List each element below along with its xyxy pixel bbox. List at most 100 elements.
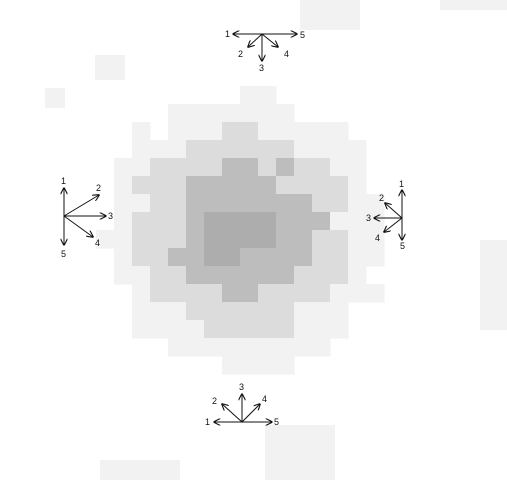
blob-pixel — [240, 266, 259, 285]
blob-pixel — [330, 266, 349, 285]
blob-pixel — [312, 212, 331, 231]
blob-pixel — [258, 122, 277, 141]
blob-pixel — [330, 248, 349, 267]
blob-pixel — [186, 266, 205, 285]
blob-pixel — [348, 266, 367, 285]
arrow-label-2: 2 — [379, 193, 384, 203]
blob-pixel — [240, 140, 259, 159]
blob-pixel — [294, 122, 313, 141]
blob-pixel — [240, 86, 259, 105]
blob-pixel — [240, 248, 259, 267]
blob-pixel — [294, 284, 313, 303]
blob-pixel — [240, 158, 259, 177]
blob-pixel — [114, 212, 133, 231]
arrow-label-5: 5 — [300, 30, 305, 40]
blob-pixel — [204, 230, 223, 249]
blob-pixel — [186, 212, 205, 231]
blob-pixel — [294, 176, 313, 195]
blob-pixel — [186, 122, 205, 141]
blob-pixel — [222, 212, 241, 231]
blob-pixel — [168, 230, 187, 249]
blob-pixel — [258, 266, 277, 285]
blob-pixel — [132, 158, 151, 177]
arrow-4 — [261, 33, 278, 47]
background-speckle — [300, 0, 360, 30]
blob-pixel — [168, 140, 187, 159]
blob-pixel — [330, 158, 349, 177]
blob-pixel — [204, 284, 223, 303]
blob-pixel — [258, 338, 277, 357]
blob-pixel — [276, 230, 295, 249]
blob-pixel — [312, 266, 331, 285]
blob-pixel — [204, 248, 223, 267]
blob-pixel — [114, 266, 133, 285]
blob-pixel — [348, 176, 367, 195]
arrow-2 — [248, 33, 263, 47]
blob-pixel — [276, 104, 295, 123]
blob-pixel — [348, 194, 367, 213]
blob-pixel — [168, 320, 187, 339]
blob-pixel — [222, 122, 241, 141]
blob-pixel — [168, 194, 187, 213]
blob-pixel — [240, 320, 259, 339]
arrow-label-2: 2 — [96, 183, 101, 193]
arrow-4 — [384, 217, 403, 232]
blob-pixel — [186, 140, 205, 159]
blob-pixel — [132, 266, 151, 285]
blob-pixel — [150, 320, 169, 339]
pixelated-blob-image — [45, 0, 507, 480]
arrow-label-3: 3 — [366, 213, 371, 223]
blob-pixel — [276, 356, 295, 375]
blob-pixel — [312, 338, 331, 357]
blob-pixel — [168, 266, 187, 285]
blob-pixel — [312, 194, 331, 213]
blob-pixel — [132, 302, 151, 321]
blob-pixel — [150, 176, 169, 195]
blob-pixel — [114, 248, 133, 267]
blob-pixel — [132, 176, 151, 195]
arrow-2 — [222, 404, 243, 423]
blob-pixel — [294, 266, 313, 285]
blob-pixel — [258, 140, 277, 159]
blob-pixel — [240, 212, 259, 231]
blob-pixel — [222, 266, 241, 285]
blob-pixel — [312, 158, 331, 177]
blob-pixel — [276, 140, 295, 159]
blob-pixel — [330, 284, 349, 303]
arrow-label-2: 2 — [238, 49, 243, 59]
blob-pixel — [240, 356, 259, 375]
blob-pixel — [258, 248, 277, 267]
blob-pixel — [366, 248, 385, 267]
blob-pixel — [330, 194, 349, 213]
blob-pixel — [312, 302, 331, 321]
arrow-group-bottom: 1 2 3 4 5 — [205, 382, 279, 427]
blob-pixel — [366, 194, 385, 213]
blob-pixel — [348, 248, 367, 267]
blob-pixel — [168, 176, 187, 195]
blob-pixel — [240, 230, 259, 249]
blob-pixel — [276, 320, 295, 339]
blob-pixel — [204, 104, 223, 123]
blob-pixel — [240, 302, 259, 321]
blob-pixel — [366, 230, 385, 249]
blob-pixel — [348, 212, 367, 231]
blob-pixel — [168, 338, 187, 357]
blob-pixel — [168, 104, 187, 123]
blob-pixel — [276, 122, 295, 141]
blob-pixel — [276, 266, 295, 285]
blob-pixel — [150, 212, 169, 231]
blob-pixel — [258, 230, 277, 249]
blob-pixel — [348, 140, 367, 159]
blob-pixel — [168, 122, 187, 141]
blob-pixel — [186, 338, 205, 357]
blob-pixel — [258, 320, 277, 339]
blob-pixel — [222, 356, 241, 375]
arrow-label-1: 1 — [61, 176, 66, 186]
blob-pixel — [240, 176, 259, 195]
blob-pixel — [276, 194, 295, 213]
blob-pixel — [258, 158, 277, 177]
blob-pixel — [186, 230, 205, 249]
arrow-label-1: 1 — [399, 179, 404, 189]
blob-pixel — [114, 158, 133, 177]
arrow-label-4: 4 — [284, 49, 289, 59]
